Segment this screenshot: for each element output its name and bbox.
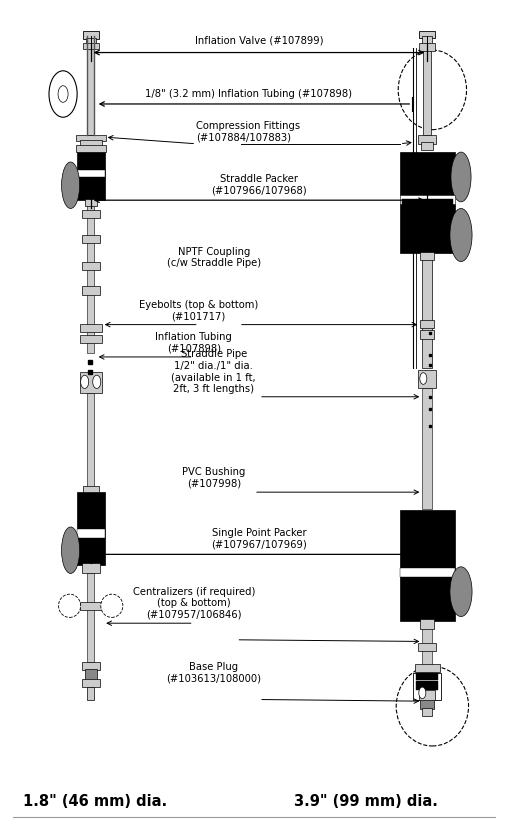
Text: 1/8" (3.2 mm) Inflation Tubing (#107898): 1/8" (3.2 mm) Inflation Tubing (#107898) [145,89,353,99]
Circle shape [58,86,68,103]
Bar [420,619,434,629]
Bar [418,643,436,651]
Bar [76,145,106,152]
Bar [400,152,455,195]
Bar [418,370,436,388]
Text: Straddle Pipe
1/2" dia./1" dia.
(available in 1 ft,
2ft, 3 ft lengths): Straddle Pipe 1/2" dia./1" dia. (availab… [172,350,256,394]
Text: Single Point Packer
(#107967/107969): Single Point Packer (#107967/107969) [211,528,307,549]
Circle shape [419,687,426,699]
Bar [85,669,97,681]
Circle shape [81,375,89,388]
Bar [87,36,94,135]
Bar [421,142,433,150]
Bar [77,170,105,177]
Ellipse shape [396,666,468,746]
Bar [415,664,440,672]
Text: 1.8" (46 mm) dia.: 1.8" (46 mm) dia. [23,794,167,809]
Ellipse shape [61,527,80,574]
Circle shape [93,375,101,388]
Bar [82,261,100,270]
Bar [420,320,434,328]
Ellipse shape [61,162,80,209]
Bar [82,662,100,671]
Text: 3.9" (99 mm) dia.: 3.9" (99 mm) dia. [294,794,438,809]
Bar [87,205,94,353]
Bar [83,31,99,39]
Bar [77,529,105,538]
Text: Eyebolts (top & bottom)
(#101717): Eyebolts (top & bottom) (#101717) [139,300,259,321]
Bar [419,31,435,38]
Ellipse shape [58,595,81,617]
Bar [86,38,96,44]
Bar [82,286,100,295]
Text: PVC Bushing
(#107998): PVC Bushing (#107998) [182,468,245,488]
Bar [82,210,100,219]
Bar [402,200,453,206]
Bar [422,36,432,44]
Bar [423,36,431,135]
Text: NPTF Coupling
(c/w Straddle Pipe): NPTF Coupling (c/w Straddle Pipe) [167,246,261,268]
Bar [420,331,434,339]
Bar [419,43,435,51]
Bar [420,699,434,710]
Text: Compression Fittings
(#107884/107883): Compression Fittings (#107884/107883) [196,120,300,142]
Bar [418,135,436,144]
Bar [82,564,100,574]
Text: Inflation Valve (#107899): Inflation Valve (#107899) [195,36,323,46]
Bar [422,627,432,675]
Bar [83,43,99,49]
Bar [77,150,105,200]
Bar [420,251,434,260]
Bar [82,679,100,687]
Bar [416,673,438,680]
Bar [82,235,100,243]
Bar [400,195,455,204]
Bar [400,569,455,577]
Ellipse shape [450,209,472,261]
Bar [76,134,106,141]
Ellipse shape [101,595,123,617]
Bar [419,690,435,700]
Bar [80,335,102,343]
Bar [400,204,455,253]
Bar [87,687,94,700]
Ellipse shape [450,567,472,616]
Text: Centralizers (if required)
(top & bottom)
(#107957/106846): Centralizers (if required) (top & bottom… [133,587,255,620]
Bar [83,485,99,492]
Bar [87,573,94,662]
Bar [400,510,455,620]
Ellipse shape [398,50,466,129]
Bar [414,673,441,700]
Bar [422,258,432,367]
Circle shape [49,71,77,117]
Text: Inflation Tubing
(#107898): Inflation Tubing (#107898) [155,332,232,354]
Text: Straddle Packer
(#107966/107968): Straddle Packer (#107966/107968) [211,174,307,195]
Ellipse shape [451,152,471,202]
Bar [416,681,438,690]
Bar [422,388,432,509]
Bar [80,602,102,610]
Text: Base Plug
(#103613/108000): Base Plug (#103613/108000) [166,662,261,684]
Bar [87,392,94,488]
Circle shape [420,372,427,384]
Bar [422,708,432,716]
Bar [80,324,102,332]
Bar [85,200,97,206]
Bar [80,139,102,146]
Bar [80,372,102,392]
Bar [77,492,105,565]
